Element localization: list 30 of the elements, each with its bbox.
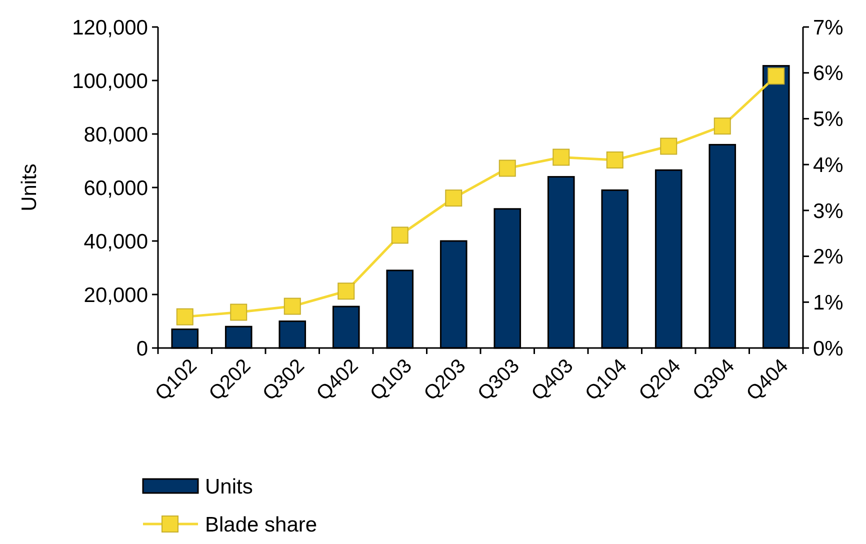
y-axis-title: Units <box>18 164 41 212</box>
y-tick-label: 60,000 <box>84 176 148 200</box>
point <box>445 190 462 207</box>
y2-tick-label: 6% <box>813 62 844 86</box>
y-tick-label: 20,000 <box>84 284 148 307</box>
point <box>176 308 194 326</box>
point <box>498 160 516 177</box>
point <box>391 226 408 244</box>
legend-label: Blade share <box>205 513 318 536</box>
point <box>660 138 678 155</box>
y2-tick-label: 0% <box>813 337 844 360</box>
point <box>606 151 624 168</box>
legend-label: Units <box>205 475 253 498</box>
point <box>338 282 355 300</box>
point <box>768 68 785 85</box>
y2-tick-label: 5% <box>813 108 844 132</box>
y2-tick-label: 2% <box>813 246 844 269</box>
y-tick-label: 80,000 <box>84 123 148 146</box>
point <box>284 298 301 315</box>
y-tick-label: 40,000 <box>84 230 148 254</box>
y-tick-label: 0 <box>136 337 148 360</box>
point <box>714 118 731 135</box>
y-tick-label: 100,000 <box>72 70 148 93</box>
point <box>230 304 248 321</box>
y2-tick-label: 3% <box>813 200 844 223</box>
y2-tick-label: 1% <box>813 291 844 314</box>
point <box>552 148 570 166</box>
y2-tick-label: 4% <box>813 154 844 177</box>
y-tick-label: 120,000 <box>72 16 148 40</box>
y2-tick-label: 7% <box>813 16 844 40</box>
